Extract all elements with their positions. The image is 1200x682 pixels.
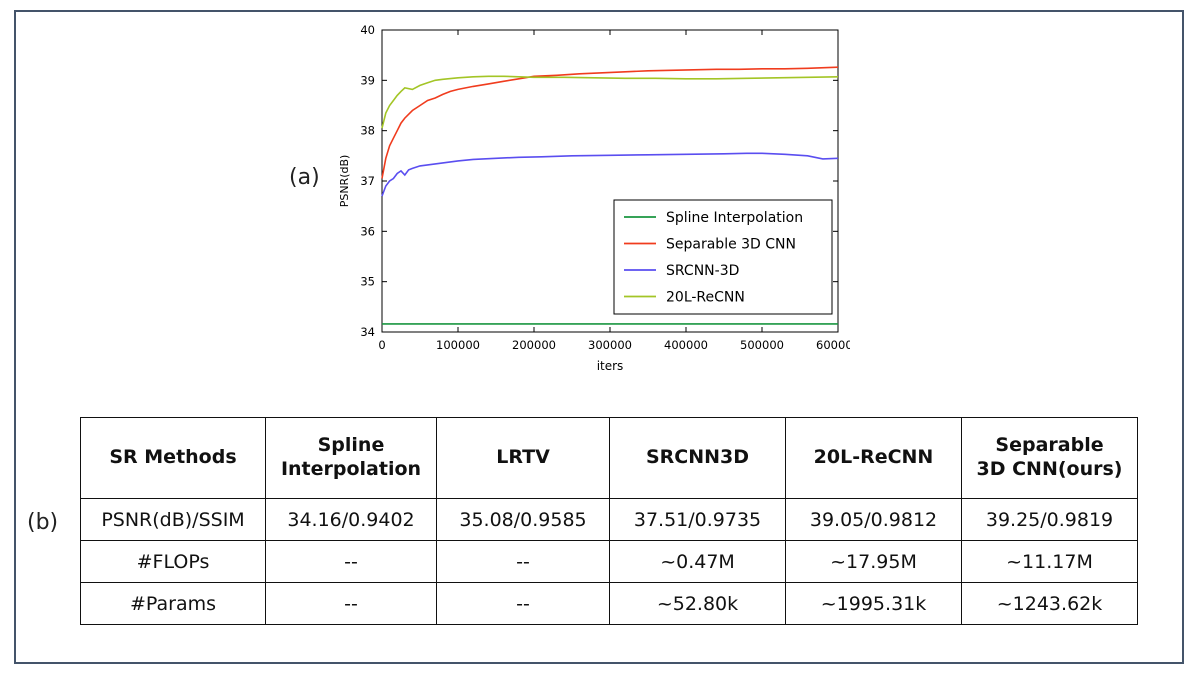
y-tick-label: 35: [360, 275, 375, 289]
y-tick-label: 38: [360, 124, 375, 138]
header-lrtv: LRTV: [436, 417, 610, 499]
series-line-2: [381, 152, 839, 197]
y-tick-label: 36: [360, 224, 375, 238]
table-cell: ~1995.31k: [785, 582, 962, 625]
y-tick-label: 37: [360, 174, 375, 188]
header-sr-methods: SR Methods: [80, 417, 266, 499]
x-axis-label: iters: [597, 359, 624, 373]
results-table: SR Methods Spline Interpolation LRTV SRC…: [80, 417, 1138, 625]
x-tick-label: 200000: [512, 338, 556, 352]
table-cell-best: 39.25/0.9819: [961, 498, 1138, 541]
table-cell: ~52.80k: [609, 582, 786, 625]
header-20l-recnn: 20L-ReCNN: [785, 417, 962, 499]
table-cell: 37.51/0.9735: [609, 498, 786, 541]
x-tick-label: 0: [378, 338, 385, 352]
header-spline: Spline Interpolation: [265, 417, 437, 499]
table-cell: 39.05/0.9812: [785, 498, 962, 541]
panel-label-a: (a): [289, 165, 320, 190]
y-tick-label: 39: [360, 73, 375, 87]
table-cell: --: [265, 582, 437, 625]
row-label-psnr: PSNR(dB)/SSIM: [80, 498, 266, 541]
legend-label: SRCNN-3D: [666, 263, 739, 279]
x-tick-label: 600000: [816, 338, 850, 352]
x-tick-label: 400000: [664, 338, 708, 352]
legend-box: [613, 199, 833, 315]
table-cell: ~11.17M: [961, 540, 1138, 583]
table-row: #FLOPs -- -- ~0.47M ~17.95M ~11.17M: [80, 540, 1138, 583]
row-label-flops: #FLOPs: [80, 540, 266, 583]
table-row: PSNR(dB)/SSIM 34.16/0.9402 35.08/0.9585 …: [80, 498, 1138, 541]
table-cell: ~1243.62k: [961, 582, 1138, 625]
table-cell: --: [436, 540, 610, 583]
x-tick-label: 100000: [436, 338, 480, 352]
row-label-params: #Params: [80, 582, 266, 625]
psnr-line-chart: 0 100000 200000 300000 400000 500000 600000 34…: [338, 23, 850, 373]
table-cell: 35.08/0.9585: [436, 498, 610, 541]
table-cell: --: [436, 582, 610, 625]
table-cell: ~17.95M: [785, 540, 962, 583]
y-tick-label: 40: [360, 23, 375, 37]
x-tick-label: 300000: [588, 338, 632, 352]
x-tick-label: 500000: [740, 338, 784, 352]
legend-label: Separable 3D CNN: [666, 237, 796, 253]
y-tick-label: 34: [360, 325, 375, 339]
legend-label: 20L-ReCNN: [666, 290, 745, 306]
table-cell: 34.16/0.9402: [265, 498, 437, 541]
table-header-row: SR Methods Spline Interpolation LRTV SRC…: [80, 417, 1138, 499]
table-cell: ~0.47M: [609, 540, 786, 583]
table-row: #Params -- -- ~52.80k ~1995.31k ~1243.62…: [80, 582, 1138, 625]
header-separable: Separable 3D CNN(ours): [961, 417, 1138, 499]
table-cell: --: [265, 540, 437, 583]
y-axis-label: PSNR(dB): [338, 155, 351, 208]
series-line-1: [381, 66, 839, 179]
legend-label: Spline Interpolation: [666, 210, 803, 226]
legend: Spline Interpolation Separable 3D CNN SRCN…: [613, 199, 833, 315]
header-srcnn3d: SRCNN3D: [609, 417, 786, 499]
panel-label-b: (b): [27, 510, 59, 535]
series-line-3: [381, 75, 839, 129]
